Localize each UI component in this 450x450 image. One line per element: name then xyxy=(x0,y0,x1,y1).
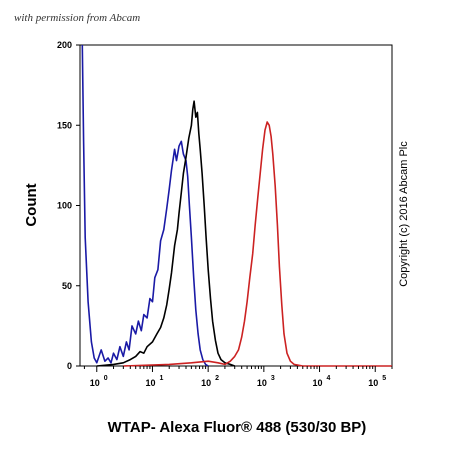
x-tick-label: 10 xyxy=(201,378,211,388)
x-tick-exponent: 3 xyxy=(271,375,275,382)
x-tick-exponent: 4 xyxy=(327,375,331,382)
y-tick-label: 200 xyxy=(57,40,72,50)
y-tick-label: 100 xyxy=(57,201,72,211)
histogram-line-3 xyxy=(123,121,392,367)
permission-note: with permission from Abcam xyxy=(14,12,140,24)
x-tick-exponent: 5 xyxy=(382,375,386,382)
x-tick-label: 10 xyxy=(90,378,100,388)
copyright-text: Copyright (c) 2016 Abcam Plc xyxy=(398,141,410,287)
x-tick-label: 10 xyxy=(257,378,267,388)
x-axis-title: WTAP- Alexa Fluor® 488 (530/30 BP) xyxy=(108,419,367,436)
histogram-line-1 xyxy=(81,44,209,367)
x-tick-exponent: 2 xyxy=(215,375,219,382)
x-tick-label: 10 xyxy=(145,378,155,388)
x-tick-label: 10 xyxy=(313,378,323,388)
histogram-line-2 xyxy=(96,100,235,367)
y-tick-label: 150 xyxy=(57,120,72,130)
y-tick-label: 0 xyxy=(67,361,72,371)
plot-area xyxy=(79,44,393,367)
x-tick-exponent: 1 xyxy=(159,375,163,382)
series-layer xyxy=(81,44,392,367)
plot-border xyxy=(79,44,393,367)
y-axis-title: Count xyxy=(23,183,40,226)
x-tick-label: 10 xyxy=(368,378,378,388)
y-tick-label: 50 xyxy=(62,281,72,291)
x-tick-exponent: 0 xyxy=(104,375,108,382)
